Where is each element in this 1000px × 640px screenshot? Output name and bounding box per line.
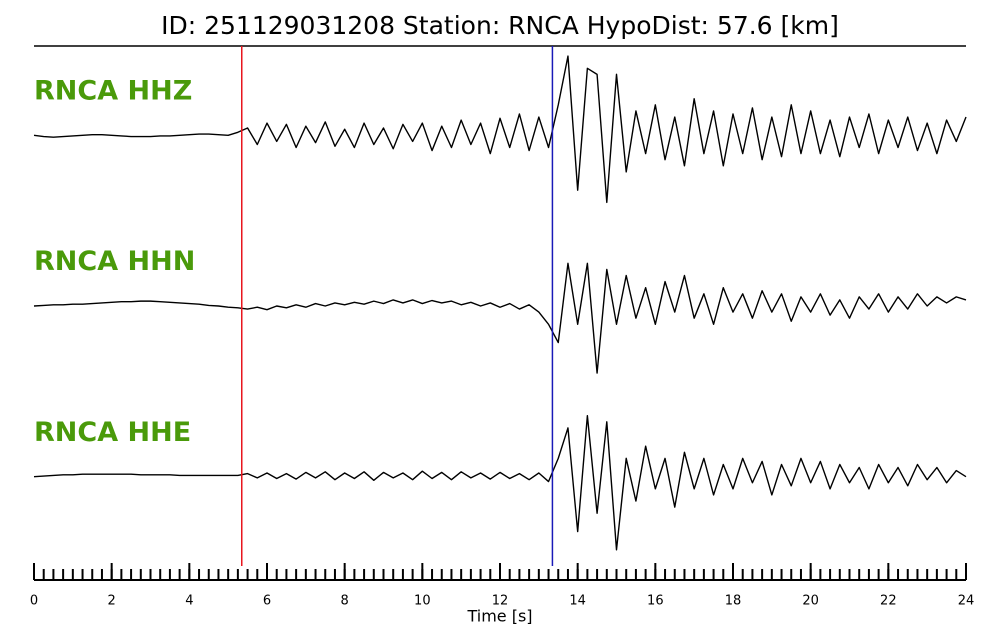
x-tick-label: 2 [108, 594, 116, 609]
panel-label: RNCA HHE [34, 417, 191, 448]
x-tick-label: 0 [30, 594, 38, 609]
x-tick-label: 6 [263, 594, 271, 609]
waveform [33, 415, 967, 551]
x-tick-label: 14 [569, 594, 586, 609]
panel-label: RNCA HHN [34, 246, 195, 277]
x-tick-label: 18 [725, 594, 742, 609]
x-tick-label: 10 [414, 594, 431, 609]
waveform [33, 262, 967, 374]
x-tick-label: 20 [802, 594, 819, 609]
x-tick-label: 16 [647, 594, 664, 609]
x-tick-label: 24 [958, 594, 975, 609]
x-tick-label: 22 [880, 594, 897, 609]
panel-label: RNCA HHZ [34, 76, 192, 107]
x-tick-label: 12 [492, 594, 509, 609]
x-axis-label: Time [s] [466, 607, 532, 626]
x-tick-label: 4 [185, 594, 193, 609]
waveform [33, 55, 967, 204]
chart-title: ID: 251129031208 Station: RNCA HypoDist:… [161, 11, 839, 40]
x-tick-label: 8 [341, 594, 349, 609]
